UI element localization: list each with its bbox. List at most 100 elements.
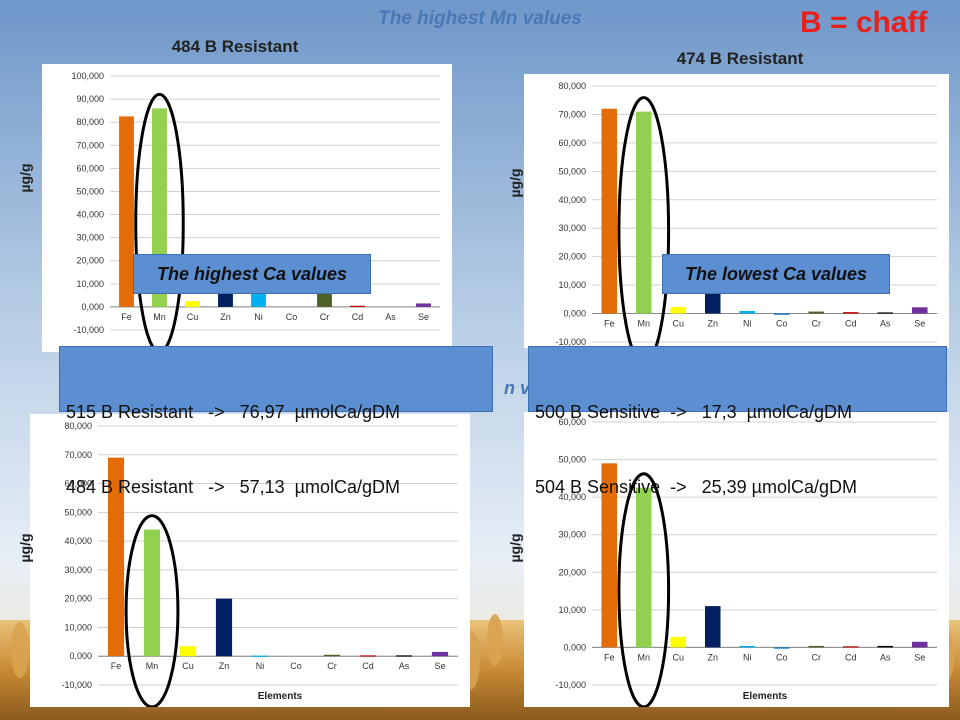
y-tick-label: 40,000 (558, 492, 586, 502)
chart-background (30, 414, 470, 707)
bar-cu (179, 646, 197, 657)
x-tick-label: Cd (362, 661, 374, 671)
value-line-504: 504 B Sensitive -> 25,39 µmolCa/gDM (535, 477, 858, 497)
bar-cu (185, 301, 200, 307)
bar-cr (323, 654, 341, 657)
bar-co (773, 647, 790, 649)
x-tick-label: Ni (256, 661, 265, 671)
chart-474-b-resistant: 474 B Resistant -10,000 0,000 10,000 20,000 3… (500, 38, 955, 348)
y-tick-label: 100,000 (71, 71, 104, 81)
bar-co (773, 313, 790, 315)
value-line-484: 484 B Resistant -> 57,13 µmolCa/gDM (66, 477, 401, 497)
highlight-ellipse (617, 472, 671, 707)
chart-title: 484 B Resistant (172, 37, 299, 56)
bar-cr (808, 645, 825, 648)
y-tick-label: 60,000 (558, 138, 586, 148)
bar-zn (704, 606, 721, 648)
chaff-legend-note: B = chaff (800, 6, 928, 39)
y-tick-label: 30,000 (64, 565, 92, 575)
bar-ni (251, 655, 269, 657)
x-tick-label: Zn (219, 661, 230, 671)
y-axis-label: µg/g (507, 168, 523, 197)
chart-background (524, 74, 949, 348)
y-tick-label: 80,000 (76, 117, 104, 127)
bar-ni (739, 645, 756, 648)
y-tick-label: 10,000 (558, 605, 586, 615)
y-tick-label: 0,000 (563, 642, 586, 652)
y-tick-label: 40,000 (558, 195, 586, 205)
bar-se (431, 651, 449, 657)
bar-mn (143, 529, 161, 657)
x-tick-label: Cu (672, 319, 684, 329)
bar-cd (359, 655, 377, 657)
y-tick-label: 80,000 (64, 421, 92, 431)
bar-cd (842, 312, 859, 314)
x-tick-label: Ni (254, 312, 263, 322)
x-axis-label: Elements (743, 691, 788, 702)
y-tick-label: 30,000 (558, 223, 586, 233)
bar-cr (317, 291, 332, 307)
y-axis-label: µg/g (17, 533, 33, 562)
chart-background (524, 412, 949, 707)
value-line-500: 500 B Sensitive -> 17,3 µmolCa/gDM (535, 402, 853, 422)
x-tick-label: Se (914, 319, 925, 329)
x-tick-label: Se (418, 312, 429, 322)
value-line-515: 515 B Resistant -> 76,97 µmolCa/gDM (66, 402, 401, 422)
y-tick-label: 20,000 (558, 567, 586, 577)
x-tick-label: Zn (707, 319, 718, 329)
y-tick-label: 50,000 (64, 507, 92, 517)
x-tick-label: Zn (220, 312, 231, 322)
chart-484-b-resistant: 484 B Resistant -10,000 0,000 10,000 20,000 3… (0, 28, 470, 363)
partially-hidden-title: n v (504, 378, 531, 398)
y-tick-label: 30,000 (558, 530, 586, 540)
chart-title: 474 B Resistant (677, 49, 804, 68)
bar-cd (350, 305, 365, 307)
y-tick-label: 30,000 (76, 233, 104, 243)
x-tick-label: Cd (845, 652, 857, 662)
bar-cu (670, 307, 687, 314)
x-tick-label: Mn (637, 319, 650, 329)
x-tick-label: Cr (327, 661, 337, 671)
x-tick-label: Mn (146, 661, 159, 671)
x-tick-label: Fe (111, 661, 122, 671)
bar-as (877, 312, 894, 314)
y-tick-label: 70,000 (64, 450, 92, 460)
x-tick-label: Co (776, 652, 788, 662)
y-tick-label: -10,000 (73, 325, 104, 335)
x-tick-label: Ni (743, 652, 752, 662)
chart-bottom-right: -10,000 0,000 10,000 20,000 30,000 40,000 50,0… (500, 412, 955, 707)
x-tick-label: Co (290, 661, 302, 671)
x-tick-label: Cd (845, 319, 857, 329)
highest-ca-label: The highest Ca values (133, 254, 371, 294)
chart-bottom-left: -10,000 0,000 10,000 20,000 30,000 40,000 50,0… (0, 412, 470, 707)
bar-se (911, 641, 928, 648)
x-tick-label: Se (434, 661, 445, 671)
bar-fe (601, 463, 618, 648)
y-tick-label: 10,000 (558, 280, 586, 290)
y-tick-label: 20,000 (76, 256, 104, 266)
x-tick-label: Zn (707, 652, 718, 662)
x-tick-label: Ni (743, 319, 752, 329)
y-tick-label: 60,000 (64, 479, 92, 489)
y-axis-label: µg/g (507, 533, 523, 562)
x-tick-label: Mn (153, 312, 166, 322)
bar-ni (739, 310, 756, 314)
x-tick-label: As (385, 312, 396, 322)
y-tick-label: -10,000 (555, 680, 586, 690)
bar-se (911, 307, 928, 314)
y-tick-label: 0,000 (563, 309, 586, 319)
y-tick-label: 70,000 (558, 109, 586, 119)
x-tick-label: As (880, 319, 891, 329)
x-tick-label: Cd (352, 312, 364, 322)
bar-mn (635, 487, 652, 648)
bar-mn (635, 111, 652, 314)
x-tick-label: Cu (672, 652, 684, 662)
bar-fe (107, 457, 125, 657)
y-tick-label: 0,000 (69, 651, 92, 661)
y-tick-label: 60,000 (76, 163, 104, 173)
y-tick-label: 90,000 (76, 94, 104, 104)
x-tick-label: As (399, 661, 410, 671)
chart-background (42, 64, 452, 352)
bar-as (877, 645, 894, 648)
x-tick-label: Fe (121, 312, 132, 322)
